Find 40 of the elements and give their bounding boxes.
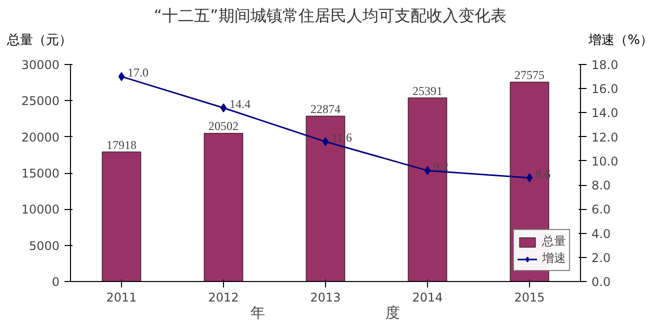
y2-tick-label: 12.0 xyxy=(592,130,618,144)
y2-tick-label: 8.0 xyxy=(592,178,611,193)
y2-tick-label: 0.0 xyxy=(592,275,611,289)
y2-tick-label: 2.0 xyxy=(592,250,611,265)
y-tick-label: 10000 xyxy=(21,202,60,217)
point xyxy=(220,103,227,112)
y-axis-title: 总量（元） xyxy=(7,32,72,50)
x-tick-label: 2014 xyxy=(412,290,443,304)
y2-tick-label: 14.0 xyxy=(592,106,618,120)
data-label: 17.0 xyxy=(128,66,148,80)
y-tick-label: 0 xyxy=(52,275,60,289)
point xyxy=(118,72,125,82)
y2-tick-label: 10.0 xyxy=(592,154,618,168)
data-label: 25391 xyxy=(412,84,442,98)
y2-tick-label: 6.0 xyxy=(592,202,611,217)
x-axis-title: 年 度 xyxy=(250,304,400,321)
x-tick-label: 2011 xyxy=(106,290,137,304)
chart-title: “十二五”期间城镇常住居民人均可支配收入变化表 xyxy=(152,5,508,27)
data-label: 22874 xyxy=(310,102,340,116)
y-tick-label: 5000 xyxy=(28,238,60,253)
point xyxy=(424,166,431,176)
x-tick-label: 2012 xyxy=(208,290,239,304)
point xyxy=(526,173,533,182)
data-label: 20502 xyxy=(208,119,238,134)
x-tick-label: 2015 xyxy=(514,290,545,304)
data-label: 27575 xyxy=(514,68,544,82)
y2-tick-label: 16.0 xyxy=(592,82,618,96)
point xyxy=(322,137,329,146)
y-tick-label: 25000 xyxy=(21,94,60,108)
data-label: 17918 xyxy=(106,138,136,152)
y2-axis-title: 增速（%） xyxy=(588,32,653,50)
y-tick-label: 30000 xyxy=(21,58,60,72)
data-label: 14.4 xyxy=(230,96,250,111)
legend-label: 总量 xyxy=(542,233,566,250)
y2-tick-label: 18.0 xyxy=(592,58,618,72)
y-tick-label: 15000 xyxy=(21,166,60,180)
y2-tick-label: 4.0 xyxy=(592,226,611,241)
y-tick-label: 20000 xyxy=(21,130,60,144)
legend-label: 增速 xyxy=(542,250,566,267)
x-tick-label: 2013 xyxy=(310,290,341,304)
